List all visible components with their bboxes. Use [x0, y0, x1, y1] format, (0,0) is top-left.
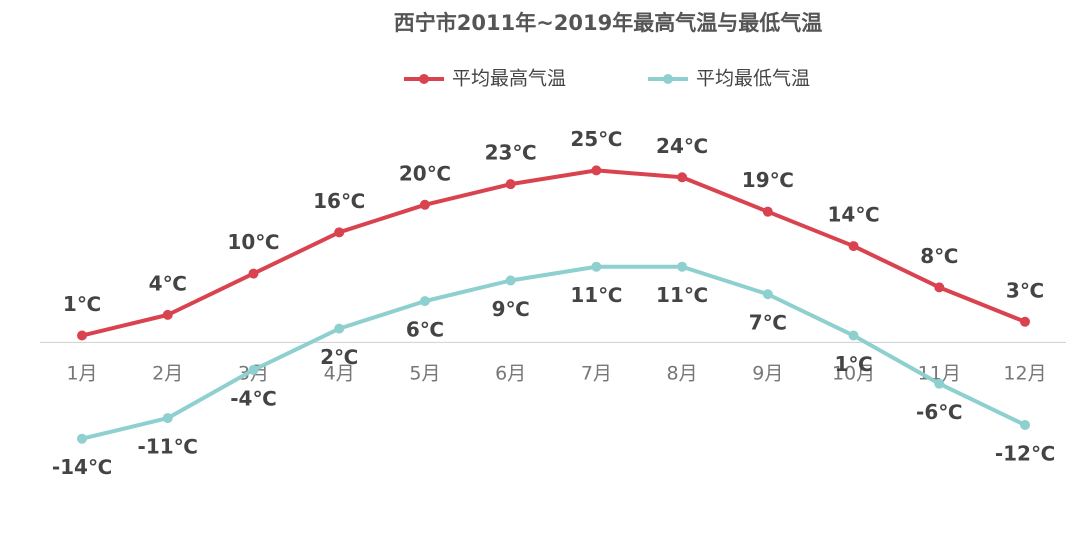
data-label: 24℃ [656, 134, 708, 158]
data-label: 14℃ [828, 203, 880, 227]
data-label: 20℃ [399, 161, 451, 185]
data-label: 11℃ [570, 283, 622, 307]
data-point [762, 289, 773, 300]
x-tick-label: 12月 [1003, 363, 1046, 385]
data-label: 4℃ [149, 271, 187, 295]
data-point [677, 172, 688, 183]
data-label: 2℃ [320, 345, 358, 369]
x-tick-label: 4月 [324, 363, 355, 385]
data-label: 8℃ [920, 244, 958, 268]
x-tick-label: 5月 [409, 363, 440, 385]
data-point [762, 206, 773, 217]
data-label: 6℃ [406, 318, 444, 342]
data-point [505, 179, 516, 190]
data-label: -12℃ [995, 441, 1055, 465]
data-point [77, 330, 87, 341]
data-point [934, 378, 945, 389]
data-point [591, 165, 602, 176]
legend-marker [663, 74, 673, 84]
chart-title: 西宁市2011年~2019年最高气温与最低气温 [394, 11, 823, 35]
x-tick-label: 9月 [752, 363, 783, 385]
data-point [162, 309, 173, 320]
data-point [505, 275, 516, 286]
data-label: 10℃ [227, 230, 279, 254]
x-tick-label: 8月 [667, 363, 698, 385]
data-label: -11℃ [138, 435, 198, 459]
series-line [81, 264, 1026, 441]
data-point [248, 364, 259, 375]
data-label: 11℃ [656, 283, 708, 307]
data-label: -14℃ [52, 455, 112, 479]
data-label: 3℃ [1006, 278, 1044, 302]
x-tick-label: 2月 [152, 363, 183, 385]
data-point [248, 268, 259, 279]
legend-marker [419, 74, 429, 84]
data-point [419, 199, 430, 210]
legend-label: 平均最低气温 [696, 68, 810, 90]
data-point [677, 261, 688, 272]
data-label: 23℃ [485, 141, 537, 165]
data-point [934, 282, 945, 293]
data-label: -6℃ [916, 400, 962, 424]
x-tick-label: 1月 [66, 363, 97, 385]
data-label: 25℃ [570, 127, 622, 151]
data-point [334, 227, 345, 238]
data-point [591, 261, 602, 272]
data-label: 7℃ [749, 311, 787, 335]
data-point [162, 413, 173, 424]
data-point [77, 433, 87, 444]
x-tick-label: 6月 [495, 363, 526, 385]
data-point [334, 323, 345, 334]
data-point [1020, 419, 1030, 430]
data-point [848, 330, 859, 341]
data-label: 9℃ [492, 297, 530, 321]
legend-label: 平均最高气温 [452, 68, 566, 90]
data-point [848, 241, 859, 252]
x-tick-label: 10月 [832, 363, 875, 385]
data-label: -4℃ [230, 386, 276, 410]
data-label: 16℃ [313, 189, 365, 213]
data-label: 1℃ [834, 352, 872, 376]
data-point [1020, 316, 1030, 327]
data-label: 1℃ [63, 292, 101, 316]
x-tick-label: 7月 [581, 363, 612, 385]
data-label: 19℃ [742, 168, 794, 192]
data-point [419, 296, 430, 307]
series-line [81, 168, 1026, 338]
